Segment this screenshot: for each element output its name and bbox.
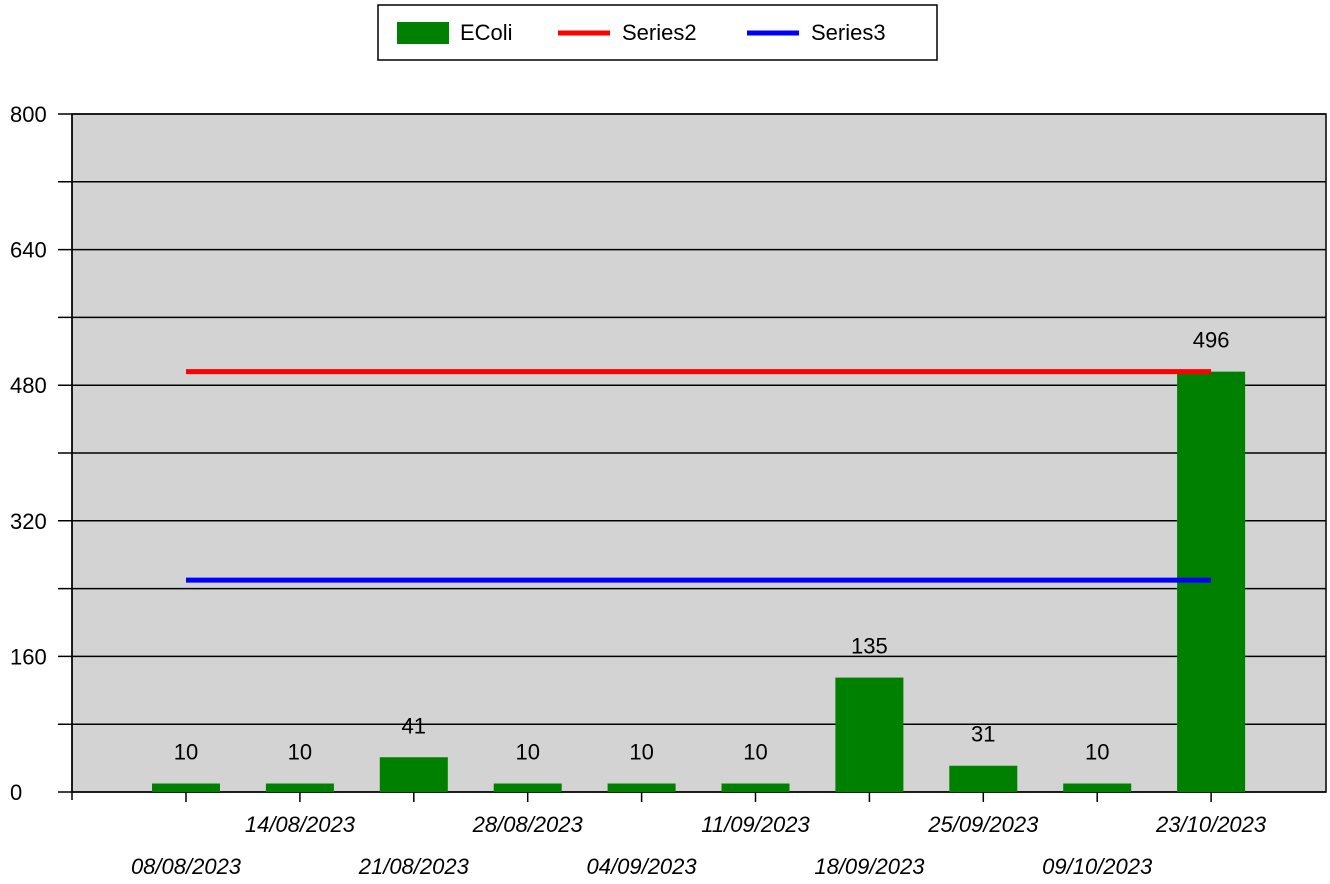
data-label: 41	[402, 713, 426, 738]
data-label: 135	[851, 634, 888, 659]
x-tick-label: 09/10/2023	[1042, 854, 1153, 879]
y-tick-label: 480	[10, 373, 47, 398]
gridlines	[58, 113, 1326, 793]
data-label: 496	[1193, 328, 1230, 353]
y-tick-label: 160	[10, 644, 47, 669]
data-label: 10	[174, 740, 198, 765]
bar	[949, 765, 1018, 792]
bar	[152, 783, 220, 792]
bar	[607, 783, 676, 792]
data-label: 10	[288, 740, 312, 765]
bar	[1063, 783, 1132, 792]
legend: EColi Series2 Series3	[377, 4, 938, 61]
x-tick-label: 04/09/2023	[587, 854, 698, 879]
x-tick-label: 08/08/2023	[131, 854, 242, 879]
data-label: 10	[515, 740, 539, 765]
x-tick-label: 21/08/2023	[358, 854, 470, 879]
y-tick-label: 640	[10, 238, 47, 263]
data-label: 31	[971, 722, 995, 747]
x-tick-label: 11/09/2023	[701, 812, 810, 837]
y-axis: 0 160 320 480 640 800	[10, 102, 73, 805]
legend-swatch	[397, 22, 449, 44]
y-tick-label: 0	[10, 780, 22, 805]
data-label: 10	[743, 740, 767, 765]
x-tick-label: 28/08/2023	[472, 812, 584, 837]
legend-label: Series2	[622, 20, 697, 45]
legend-box	[377, 4, 938, 61]
data-labels: 10 10 41 10 10 10 135 31 10 496	[174, 328, 1230, 765]
x-tick-label: 23/10/2023	[1155, 812, 1267, 837]
bar	[835, 677, 904, 792]
x-axis: 08/08/202314/08/202321/08/202328/08/2023…	[131, 792, 1267, 879]
bar	[721, 783, 790, 792]
bar	[265, 783, 334, 792]
legend-label: Series3	[811, 20, 886, 45]
series-lines	[186, 369, 1212, 583]
data-label: 10	[1085, 740, 1109, 765]
bar	[493, 783, 562, 792]
bar	[379, 757, 448, 792]
x-tick-label: 18/09/2023	[814, 854, 925, 879]
x-tick-label: 14/08/2023	[245, 812, 356, 837]
y-tick-label: 800	[10, 102, 47, 127]
x-tick-label: 25/09/2023	[927, 812, 1039, 837]
legend-label: EColi	[460, 20, 513, 45]
y-tick-label: 320	[10, 509, 47, 534]
data-label: 10	[629, 740, 653, 765]
